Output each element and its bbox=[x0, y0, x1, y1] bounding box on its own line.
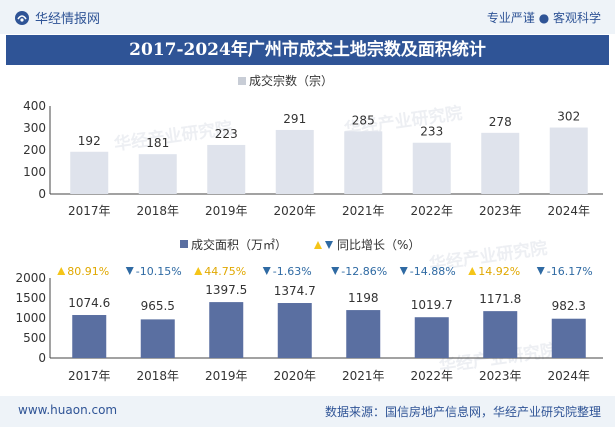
area-value-label: 1397.5 bbox=[205, 283, 247, 297]
legend-down-triangle-icon bbox=[325, 241, 333, 249]
y-tick-label: 2000 bbox=[15, 271, 46, 285]
growth-down-triangle-icon bbox=[331, 267, 340, 275]
area-value-label: 1198 bbox=[348, 291, 379, 305]
x-tick-label: 2022年 bbox=[410, 369, 453, 383]
count-bar bbox=[138, 154, 177, 194]
x-tick-label: 2024年 bbox=[547, 204, 590, 218]
brand-name: 华经情报网 bbox=[35, 12, 101, 27]
count-bar bbox=[412, 142, 451, 194]
growth-up-triangle-icon bbox=[57, 267, 66, 275]
count-bar bbox=[549, 127, 588, 194]
growth-rate-label: -10.15% bbox=[136, 265, 182, 278]
y-tick-label: 200 bbox=[23, 143, 46, 157]
growth-up-triangle-icon bbox=[194, 267, 203, 275]
x-tick-label: 2024年 bbox=[547, 369, 590, 383]
count-value-label: 181 bbox=[146, 136, 169, 150]
chart-title: 2017-2024年广州市成交土地宗数及面积统计 bbox=[6, 35, 609, 65]
area-value-label: 1374.7 bbox=[274, 284, 316, 298]
legend-label-count: 成交宗数（宗） bbox=[249, 73, 333, 88]
x-tick-label: 2020年 bbox=[273, 204, 316, 218]
x-tick-label: 2023年 bbox=[479, 204, 522, 218]
area-bar bbox=[483, 311, 518, 358]
growth-rate-label: 14.92% bbox=[478, 265, 520, 278]
huajing-logo-icon bbox=[15, 10, 29, 25]
area-bar bbox=[140, 319, 175, 358]
growth-rate-label: -14.88% bbox=[410, 265, 456, 278]
y-tick-label: 300 bbox=[23, 121, 46, 135]
y-tick-label: 1000 bbox=[15, 311, 46, 325]
growth-down-triangle-icon bbox=[125, 267, 134, 275]
growth-rate-label: -1.63% bbox=[273, 265, 312, 278]
x-tick-label: 2018年 bbox=[136, 204, 179, 218]
legend-label-area: 成交面积（万㎡） bbox=[191, 237, 287, 252]
growth-down-triangle-icon bbox=[536, 267, 545, 275]
growth-rate-label: 80.91% bbox=[67, 265, 109, 278]
count-value-label: 192 bbox=[78, 134, 101, 148]
count-value-label: 291 bbox=[283, 112, 306, 126]
x-tick-label: 2022年 bbox=[410, 204, 453, 218]
count-bar bbox=[275, 129, 314, 194]
area-bar bbox=[209, 302, 244, 358]
brand: 华经情报网 bbox=[14, 8, 100, 27]
growth-rate-label: -16.17% bbox=[547, 265, 593, 278]
area-value-label: 1019.7 bbox=[411, 298, 453, 312]
count-bar bbox=[70, 151, 109, 194]
area-bar bbox=[551, 318, 586, 358]
footer: www.huaon.com 数据来源：国信房地产信息网，华经产业研究院整理 bbox=[0, 396, 615, 427]
growth-down-triangle-icon bbox=[399, 267, 408, 275]
area-bar bbox=[414, 317, 449, 358]
area-value-label: 982.3 bbox=[552, 299, 586, 313]
growth-up-triangle-icon bbox=[468, 267, 477, 275]
count-value-label: 302 bbox=[557, 110, 580, 124]
growth-rate-label: 44.75% bbox=[204, 265, 246, 278]
x-tick-label: 2023年 bbox=[479, 369, 522, 383]
data-source: 数据来源：国信房地产信息网，华经产业研究院整理 bbox=[324, 405, 601, 419]
area-bar bbox=[277, 303, 312, 358]
legend-swatch-area bbox=[180, 240, 188, 248]
x-tick-label: 2021年 bbox=[342, 369, 385, 383]
count-value-label: 285 bbox=[352, 113, 375, 127]
top-bar: 华经情报网 专业严谨 ● 客观科学 bbox=[0, 0, 615, 34]
site-url[interactable]: www.huaon.com bbox=[18, 403, 118, 417]
legend-label-growth: 同比增长（%） bbox=[337, 238, 420, 252]
count-bar bbox=[481, 132, 520, 194]
y-tick-label: 100 bbox=[23, 165, 46, 179]
area-value-label: 965.5 bbox=[141, 299, 175, 313]
count-bar bbox=[344, 131, 383, 194]
y-tick-label: 1500 bbox=[15, 291, 46, 305]
x-tick-label: 2019年 bbox=[205, 204, 248, 218]
y-tick-label: 500 bbox=[23, 331, 46, 345]
x-tick-label: 2017年 bbox=[68, 204, 111, 218]
y-tick-label: 400 bbox=[23, 99, 46, 113]
x-tick-label: 2019年 bbox=[205, 369, 248, 383]
legend-up-triangle-icon bbox=[314, 241, 322, 249]
count-value-label: 233 bbox=[420, 125, 443, 139]
x-tick-label: 2020年 bbox=[273, 369, 316, 383]
y-tick-label: 0 bbox=[38, 351, 46, 365]
area-value-label: 1074.6 bbox=[68, 296, 110, 310]
x-tick-label: 2018年 bbox=[136, 369, 179, 383]
x-tick-label: 2017年 bbox=[68, 369, 111, 383]
count-value-label: 223 bbox=[215, 127, 238, 141]
area-bar bbox=[72, 315, 107, 358]
area-value-label: 1171.8 bbox=[479, 292, 521, 306]
slogan: 专业严谨 ● 客观科学 bbox=[486, 11, 601, 25]
count-bar bbox=[207, 144, 246, 194]
growth-down-triangle-icon bbox=[262, 267, 271, 275]
count-value-label: 278 bbox=[489, 115, 512, 129]
area-bar bbox=[346, 310, 381, 358]
growth-rate-label: -12.86% bbox=[341, 265, 387, 278]
x-tick-label: 2021年 bbox=[342, 204, 385, 218]
legend-swatch-count bbox=[238, 77, 246, 85]
y-tick-label: 0 bbox=[38, 187, 46, 201]
